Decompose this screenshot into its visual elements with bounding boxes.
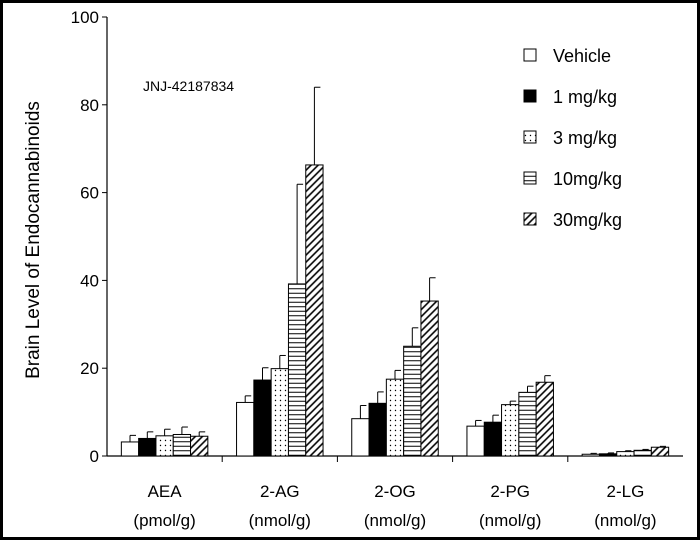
bar xyxy=(598,453,618,457)
legend-label: 3 mg/kg xyxy=(553,128,617,148)
y-tick-label: 40 xyxy=(80,271,99,290)
legend-label: Vehicle xyxy=(553,46,611,66)
bar xyxy=(501,404,520,457)
bar xyxy=(368,402,387,457)
legend-label: 10mg/kg xyxy=(553,169,622,189)
x-tick-unit-label: (nmol/g) xyxy=(594,511,656,530)
bar xyxy=(650,446,670,457)
x-tick-unit-label: (nmol/g) xyxy=(249,511,311,530)
bar xyxy=(616,451,635,457)
bar xyxy=(581,453,600,457)
x-tick-label: 2-AG xyxy=(260,482,300,501)
bar xyxy=(172,433,192,457)
legend-label: 1 mg/kg xyxy=(553,87,617,107)
bar xyxy=(385,378,405,457)
y-tick-label: 20 xyxy=(80,359,99,378)
bar-chart: 0 20 40 60 80 100 AEA (pmol/g) 2-AG (nmol/g) 2-OG… xyxy=(23,8,683,530)
bar xyxy=(190,435,209,457)
x-tick-label: 2-OG xyxy=(374,482,416,501)
legend-swatch xyxy=(523,89,537,103)
y-tick-label: 0 xyxy=(90,447,99,466)
x-tick-label: 2-LG xyxy=(607,482,645,501)
y-tick-label: 100 xyxy=(71,8,99,27)
x-tick-unit-label: (pmol/g) xyxy=(133,511,195,530)
legend: Vehicle 1 mg/kg 3 mg/kg 10mg/kg 30mg/kg xyxy=(523,46,622,230)
x-tick-label: AEA xyxy=(148,482,183,501)
bar xyxy=(155,435,174,457)
bar xyxy=(483,421,503,457)
y-axis-label: Brain Level of Endocannabinoids xyxy=(23,101,44,379)
legend-label: 30mg/kg xyxy=(553,210,622,230)
bar xyxy=(236,401,255,457)
x-tick-labels: AEA (pmol/g) 2-AG (nmol/g) 2-OG (nmol/g) 2-PG (… xyxy=(133,482,656,530)
chart-annotation: JNJ-42187834 xyxy=(143,78,234,94)
bar xyxy=(138,437,157,457)
bar xyxy=(420,300,439,457)
bar xyxy=(287,283,307,457)
bar xyxy=(535,381,554,457)
axes: 0 20 40 60 80 100 xyxy=(71,8,683,466)
legend-swatch xyxy=(523,212,537,226)
bar xyxy=(403,345,422,457)
legend-swatch xyxy=(523,130,537,144)
bar xyxy=(633,449,652,457)
x-tick-label: 2-PG xyxy=(490,482,530,501)
x-tick-unit-label: (nmol/g) xyxy=(364,511,426,530)
y-tick-label: 80 xyxy=(80,96,99,115)
bars xyxy=(120,86,670,457)
bar xyxy=(305,164,324,457)
bar xyxy=(351,418,370,457)
y-tick-label: 60 xyxy=(80,184,99,203)
legend-swatch xyxy=(523,48,537,62)
legend-swatch xyxy=(523,171,537,185)
bar xyxy=(270,368,289,457)
bar xyxy=(466,425,485,457)
bar xyxy=(518,391,537,457)
bar xyxy=(120,441,140,457)
bar xyxy=(253,379,272,457)
x-tick-unit-label: (nmol/g) xyxy=(479,511,541,530)
